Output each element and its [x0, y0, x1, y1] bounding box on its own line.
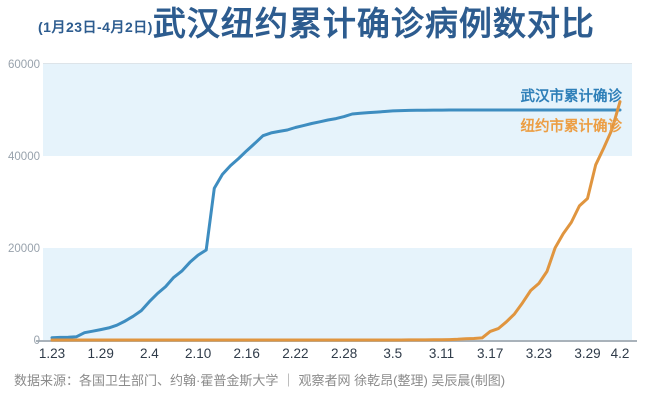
legend-newyork: 纽约市累计确诊 [520, 119, 623, 135]
y-tick-label: 40000 [8, 151, 40, 163]
chart-legend: 武汉市累计确诊 纽约市累计确诊 [521, 85, 623, 136]
x-tick-label: 2.16 [234, 346, 260, 361]
x-tick-label: 3.23 [526, 346, 552, 361]
y-tick-label: 0 [34, 335, 40, 347]
x-tick-label: 3.11 [429, 346, 454, 361]
data-source-caption: 数据来源：各国卫生部门、约翰·霍普金斯大学 ｜ 观察者网 徐乾昂(整理) 吴辰晨… [14, 373, 506, 388]
plot-band [43, 248, 632, 340]
header: (1月23日-4月2日) 武汉纽约累计确诊病例数对比 [38, 4, 595, 44]
x-tick-label: 1.29 [88, 346, 114, 361]
x-tick-label: 2.28 [331, 346, 357, 361]
date-range: (1月23日-4月2日) [38, 18, 153, 35]
x-tick-label: 3.17 [477, 346, 503, 361]
x-tick-label: 3.5 [383, 346, 402, 361]
y-tick-label: 60000 [8, 59, 40, 71]
x-tick-label: 3.29 [574, 346, 600, 361]
x-tick-label: 2.4 [140, 346, 159, 361]
x-tick-label: 2.10 [185, 346, 211, 361]
y-tick-label: 20000 [8, 243, 40, 255]
x-tick-label: 1.23 [39, 346, 65, 361]
page-title: 武汉纽约累计确诊病例数对比 [152, 5, 595, 42]
wuhan-series-line [50, 108, 622, 340]
x-tick-label: 4.2 [611, 346, 630, 361]
newyork-series-line [50, 100, 622, 342]
x-tick-label: 2.22 [282, 346, 308, 361]
legend-wuhan: 武汉市累计确诊 [520, 89, 623, 105]
